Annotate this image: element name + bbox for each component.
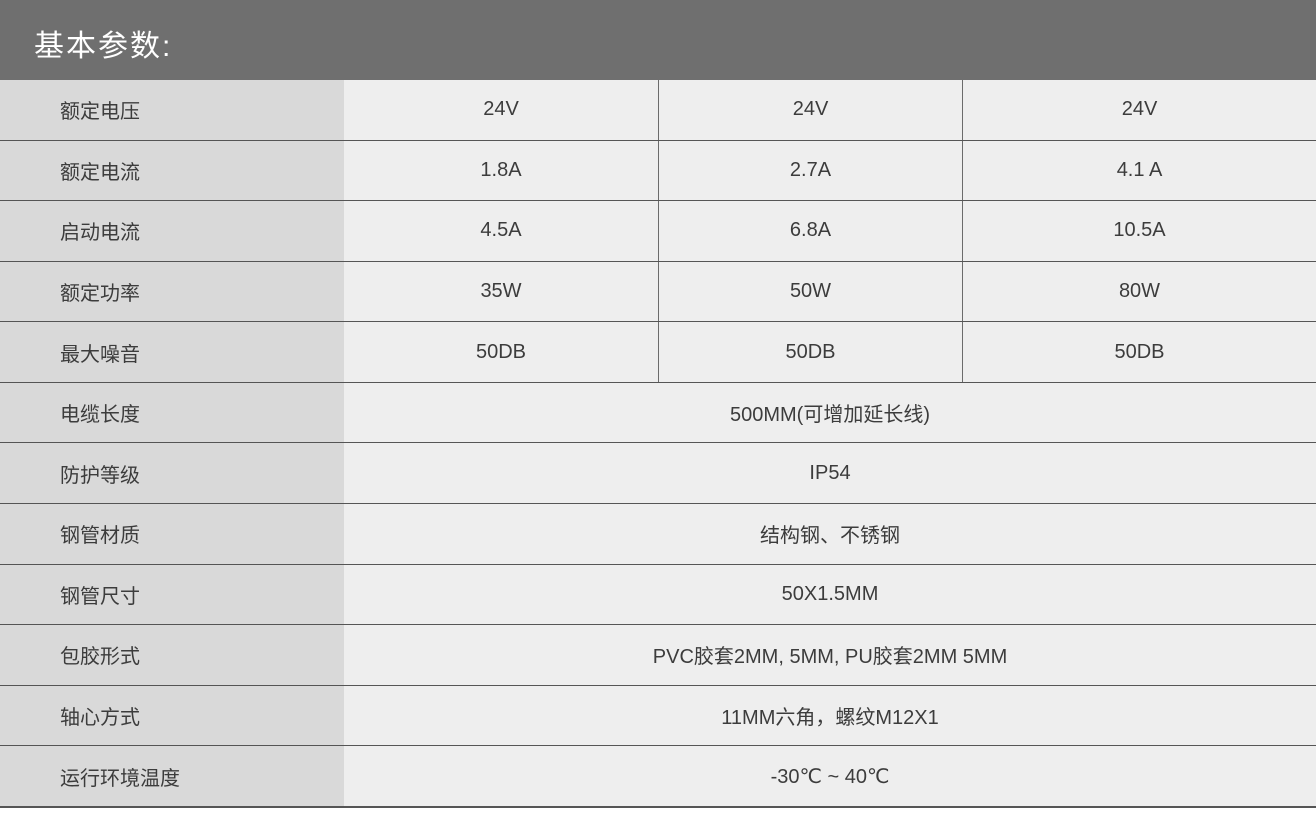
row-value: 50DB	[658, 322, 962, 382]
row-value: 10.5A	[962, 201, 1316, 261]
row-value: 50DB	[962, 322, 1316, 382]
section-header: 基本参数:	[0, 0, 1316, 80]
row-label: 额定功率	[0, 261, 344, 322]
row-label: 包胶形式	[0, 625, 344, 685]
row-value: 50DB	[344, 322, 658, 382]
row-value: PVC胶套2MM, 5MM, PU胶套2MM 5MM	[344, 625, 1316, 685]
row-value: 4.5A	[344, 201, 658, 261]
row-value: 500MM(可增加延长线)	[344, 382, 1316, 443]
table-row-shaft-type: 轴心方式 11MM六角，螺纹M12X1	[0, 685, 1316, 747]
table-row-operating-temperature: 运行环境温度 -30℃ ~ 40℃	[0, 746, 1316, 808]
row-label: 防护等级	[0, 443, 344, 504]
row-label: 电缆长度	[0, 382, 344, 443]
row-value: 80W	[962, 261, 1316, 322]
row-label: 额定电流	[0, 140, 344, 201]
row-value: 2.7A	[658, 140, 962, 201]
table-row-coating-type: 包胶形式 PVC胶套2MM, 5MM, PU胶套2MM 5MM	[0, 625, 1316, 686]
row-label: 钢管尺寸	[0, 564, 344, 625]
row-value: 50W	[658, 261, 962, 322]
parameters-table: 额定电压 24V 24V 24V 额定电流 1.8A 2.7A 4.1 A 启动…	[0, 80, 1316, 808]
table-row-startup-current: 启动电流 4.5A 6.8A 10.5A	[0, 201, 1316, 262]
row-value: -30℃ ~ 40℃	[344, 746, 1316, 806]
table-row-tube-material: 钢管材质 结构钢、不锈钢	[0, 504, 1316, 565]
section-title: 基本参数:	[34, 30, 173, 63]
row-label: 额定电压	[0, 80, 344, 140]
table-row-tube-size: 钢管尺寸 50X1.5MM	[0, 564, 1316, 626]
row-value: 35W	[344, 261, 658, 322]
row-value: 4.1 A	[962, 140, 1316, 201]
table-row-cable-length: 电缆长度 500MM(可增加延长线)	[0, 382, 1316, 444]
table-row-rated-power: 额定功率 35W 50W 80W	[0, 261, 1316, 323]
row-value: 24V	[344, 80, 658, 140]
row-value: 11MM六角，螺纹M12X1	[344, 685, 1316, 746]
row-value: 24V	[658, 80, 962, 140]
row-value: 结构钢、不锈钢	[344, 504, 1316, 564]
row-value: 6.8A	[658, 201, 962, 261]
row-label: 轴心方式	[0, 685, 344, 746]
table-row-rated-current: 额定电流 1.8A 2.7A 4.1 A	[0, 140, 1316, 202]
table-row-protection-rating: 防护等级 IP54	[0, 443, 1316, 505]
row-label: 启动电流	[0, 201, 344, 261]
row-label: 最大噪音	[0, 322, 344, 382]
row-label: 钢管材质	[0, 504, 344, 564]
row-value: 24V	[962, 80, 1316, 140]
row-value: 1.8A	[344, 140, 658, 201]
table-row-rated-voltage: 额定电压 24V 24V 24V	[0, 80, 1316, 141]
row-label: 运行环境温度	[0, 746, 344, 806]
table-row-max-noise: 最大噪音 50DB 50DB 50DB	[0, 322, 1316, 383]
row-value: 50X1.5MM	[344, 564, 1316, 625]
row-value: IP54	[344, 443, 1316, 504]
